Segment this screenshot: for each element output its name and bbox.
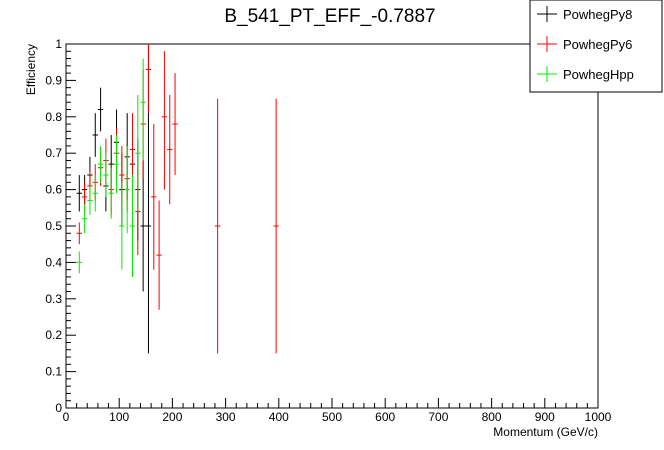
data-point [129, 113, 136, 186]
x-tick-label: 400 [269, 410, 289, 424]
data-point [161, 51, 168, 190]
y-axis-label: Efficiency [24, 44, 38, 95]
y-tick-label: 0.2 [45, 328, 62, 342]
legend-box [529, 0, 663, 93]
y-tick-label: 0 [55, 401, 62, 415]
y-tick-label: 0.7 [45, 146, 62, 160]
x-tick-label: 700 [428, 410, 448, 424]
data-point [76, 222, 82, 245]
legend-entry: PowhegPy8 [537, 6, 632, 22]
y-tick-label: 1 [55, 37, 62, 51]
x-axis: 0 100 200 300 400 500 600 700 800 900 1000 [63, 398, 612, 424]
data-point [140, 58, 146, 161]
y-tick-label: 0.8 [45, 110, 62, 124]
data-point [113, 135, 120, 194]
data-point [76, 175, 82, 212]
y-tick-label: 0.9 [45, 73, 62, 87]
x-tick-label: 900 [535, 410, 555, 424]
x-tick-label: 1000 [585, 410, 612, 424]
data-point [119, 182, 125, 270]
series-layer [76, 44, 279, 354]
data-point [76, 251, 82, 274]
data-point [140, 160, 146, 292]
data-point [273, 98, 279, 354]
data-point [97, 145, 104, 183]
y-tick-label: 0.4 [45, 255, 62, 269]
data-point [167, 94, 173, 205]
data-point [87, 185, 93, 216]
data-point [124, 145, 130, 234]
legend-entry: PowhegHpp [537, 66, 634, 82]
x-tick-label: 800 [482, 410, 502, 424]
x-tick-label: 300 [216, 410, 236, 424]
data-point [92, 175, 98, 212]
x-tick-label: 0 [63, 410, 70, 424]
y-tick-label: 0.1 [45, 365, 62, 379]
x-axis-label: Momentum (GeV/c) [493, 425, 598, 439]
y-tick-label: 0.6 [45, 183, 62, 197]
y-tick-label: 0.5 [45, 219, 62, 233]
x-tick-label: 100 [109, 410, 129, 424]
data-point [129, 175, 136, 277]
data-point [103, 153, 109, 197]
legend-entries: PowhegPy8 PowhegPy6 PowhegHpp [537, 6, 634, 82]
data-point [81, 204, 88, 234]
data-point [97, 87, 104, 132]
legend-label: PowhegPy6 [563, 37, 632, 52]
legend-label: PowhegPy8 [563, 7, 632, 22]
chart-title: B_541_PT_EFF_-0.7887 [224, 6, 435, 27]
data-point [145, 44, 152, 114]
data-point [151, 124, 157, 270]
y-axis: 0 0.1 0.2 0.3 0.4 0.5 0.6 0.7 0.8 0.9 1 [45, 37, 76, 415]
series-2 [76, 58, 146, 277]
data-point [172, 73, 178, 176]
data-point [156, 200, 162, 310]
data-point [108, 167, 114, 219]
data-point [135, 94, 141, 212]
legend-entry: PowhegPy6 [537, 36, 632, 52]
data-point [214, 98, 221, 354]
x-tick-label: 600 [375, 410, 395, 424]
legend-label: PowhegHpp [563, 67, 634, 82]
x-tick-label: 500 [322, 410, 342, 424]
x-tick-label: 200 [162, 410, 182, 424]
data-point [92, 113, 98, 157]
legend: PowhegPy8 PowhegPy6 PowhegHpp [529, 0, 663, 93]
y-tick-label: 0.3 [45, 292, 62, 306]
